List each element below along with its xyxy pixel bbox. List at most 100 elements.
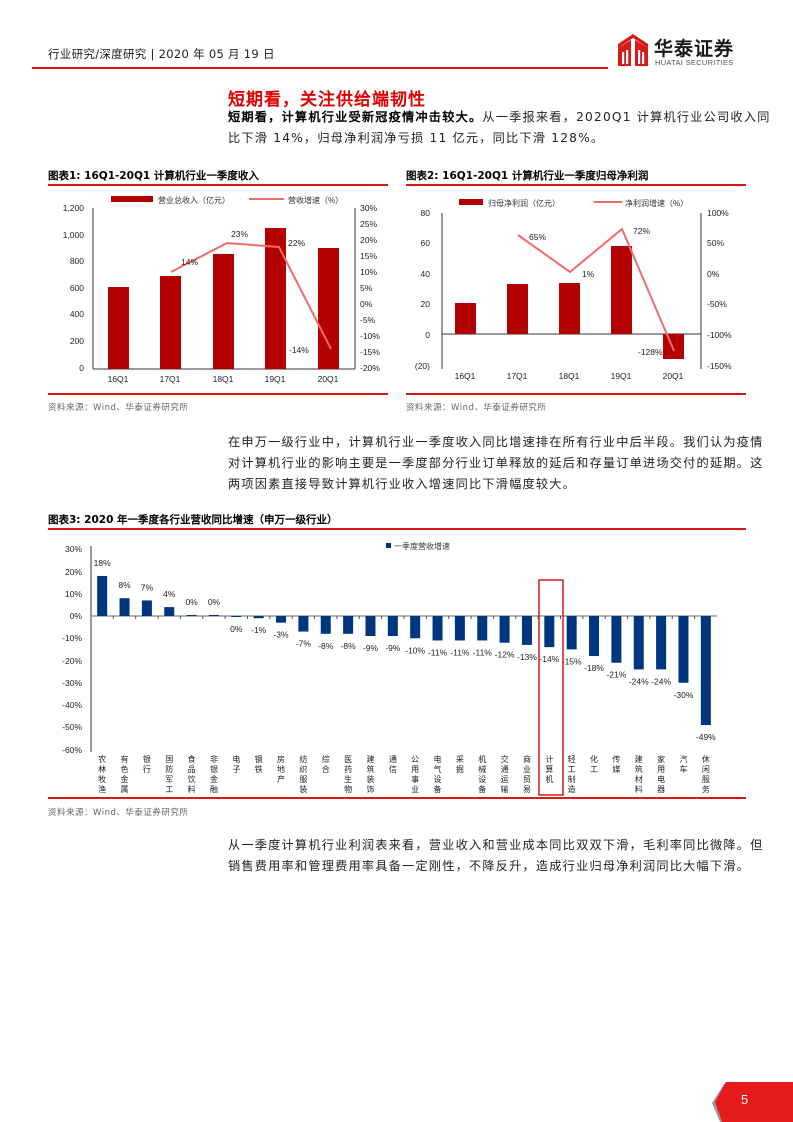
svg-text:装: 装	[366, 774, 374, 784]
right-axis-ticks: 100% 50% 0% -50% -100% -150%	[707, 208, 732, 371]
bar-18q1	[559, 283, 580, 334]
svg-text:国: 国	[165, 755, 173, 764]
figure-1-chart: 营业总收入（亿元） 营收增速（%） 1,200 1,000 800 600 40…	[63, 195, 381, 384]
svg-text:属: 属	[121, 785, 129, 794]
svg-text:建: 建	[366, 754, 374, 764]
legend-growth: 营收增速（%）	[288, 195, 343, 205]
industry-bar	[700, 616, 711, 726]
svg-text:汽: 汽	[679, 754, 687, 764]
svg-text:-10%: -10%	[360, 331, 380, 341]
svg-text:林: 林	[98, 764, 106, 774]
svg-text:机: 机	[545, 774, 553, 784]
bar-19q1	[611, 246, 632, 334]
svg-text:17Q1: 17Q1	[160, 374, 181, 384]
svg-text:械: 械	[478, 764, 486, 774]
industry-value-label: 0%	[185, 597, 198, 607]
industry-bar	[276, 616, 287, 623]
svg-text:银: 银	[210, 764, 218, 774]
industry-value-label: -14%	[539, 654, 559, 664]
svg-text:80: 80	[421, 208, 431, 218]
svg-text:-14%: -14%	[289, 345, 309, 355]
svg-text:20%: 20%	[360, 235, 377, 245]
svg-text:服: 服	[702, 775, 710, 784]
industry-value-label: -49%	[696, 732, 716, 742]
industry-value-label: -21%	[606, 670, 626, 680]
svg-text:100%: 100%	[707, 208, 729, 218]
page-number-tab	[712, 1082, 793, 1122]
industry-value-label: -1%	[251, 625, 267, 635]
figure-3-rule	[48, 528, 746, 530]
svg-text:65%: 65%	[529, 232, 546, 242]
svg-text:通: 通	[389, 754, 397, 764]
industry-value-label: -15%	[562, 656, 582, 666]
industry-value-label: -9%	[363, 643, 379, 653]
bar-18q1	[213, 254, 234, 369]
industry-value-label: -30%	[674, 690, 694, 700]
svg-text:采: 采	[456, 754, 464, 764]
industry-bar	[544, 616, 555, 648]
body-paragraph-2: 在申万一级行业中，计算机行业一季度收入同比增速排在所有行业中后半段。我们认为疫情…	[228, 435, 764, 491]
industry-bar	[656, 616, 667, 670]
figure-3-chart: 一季度营收增速 30% 20% 10% 0% -10% -20% -30% -4…	[62, 541, 717, 796]
svg-text:传: 传	[612, 754, 620, 764]
svg-text:造: 造	[568, 784, 576, 794]
intro-bold-lead: 短期看，计算机行业受新冠疫情冲击较大。	[228, 110, 483, 124]
industry-bar	[499, 616, 510, 643]
bar-16q1	[108, 287, 129, 369]
svg-text:行: 行	[143, 764, 151, 774]
svg-text:装: 装	[299, 784, 307, 794]
svg-text:服: 服	[299, 775, 307, 784]
svg-text:输: 输	[501, 784, 509, 794]
svg-text:合: 合	[322, 764, 330, 774]
industry-value-labels: 18% 8% 7% 4% 0% 0% 0% -1% -3% -7% -8% -8% -9% -9% -10%…	[94, 558, 717, 742]
svg-text:17Q1: 17Q1	[507, 371, 528, 381]
svg-text:600: 600	[70, 283, 84, 293]
figure-1-source: 资料来源：Wind、华泰证券研究所	[48, 403, 189, 413]
svg-text:-5%: -5%	[360, 315, 376, 325]
svg-text:0%: 0%	[707, 269, 720, 279]
industry-bar	[432, 616, 443, 641]
svg-text:饮: 饮	[188, 774, 196, 784]
svg-text:-30%: -30%	[62, 678, 82, 688]
svg-text:信: 信	[389, 764, 397, 774]
svg-text:饰: 饰	[366, 784, 374, 794]
svg-text:工: 工	[165, 785, 173, 794]
industry-bar	[298, 616, 309, 632]
svg-text:-50%: -50%	[62, 722, 82, 732]
svg-text:生: 生	[344, 774, 352, 784]
svg-text:融: 融	[210, 784, 218, 794]
industry-value-label: 0%	[208, 597, 221, 607]
svg-text:-20%: -20%	[360, 363, 380, 373]
svg-text:16Q1: 16Q1	[455, 371, 476, 381]
svg-text:-40%: -40%	[62, 700, 82, 710]
svg-text:工: 工	[590, 765, 598, 774]
svg-text:用: 用	[411, 765, 419, 774]
svg-text:业: 业	[523, 764, 531, 774]
industry-value-label: -10%	[405, 645, 425, 655]
svg-text:电: 电	[434, 754, 442, 764]
svg-text:务: 务	[702, 784, 710, 794]
figure-1-title: 图表1: 16Q1-20Q1 计算机行业一季度收入	[48, 170, 259, 182]
svg-text:0: 0	[425, 330, 430, 340]
svg-text:5%: 5%	[360, 283, 373, 293]
growth-labels: 65% 1% 72% -128%	[529, 226, 663, 357]
svg-text:72%: 72%	[633, 226, 650, 236]
svg-text:30%: 30%	[65, 544, 82, 554]
svg-text:16Q1: 16Q1	[108, 374, 129, 384]
svg-text:事: 事	[411, 774, 419, 784]
figure-1-rule	[48, 184, 388, 186]
svg-text:-150%: -150%	[707, 361, 732, 371]
left-axis-ticks: 80 60 40 20 0 (20)	[415, 208, 430, 371]
header-divider	[32, 67, 608, 69]
industry-bar	[186, 615, 197, 616]
svg-text:渔: 渔	[98, 784, 106, 794]
intro-paragraph: 短期看，计算机行业受新冠疫情冲击较大。从一季报来看，2020Q1 计算机行业公司…	[228, 107, 776, 149]
left-axis-ticks: 1,200 1,000 800 600 400 200 0	[63, 203, 85, 373]
svg-text:筑: 筑	[635, 764, 643, 774]
industry-value-label: 8%	[118, 580, 131, 590]
computer-highlight-box	[538, 579, 564, 796]
svg-text:22%: 22%	[288, 238, 305, 248]
svg-text:800: 800	[70, 256, 84, 266]
svg-text:纺: 纺	[299, 754, 307, 764]
svg-text:400: 400	[70, 309, 84, 319]
